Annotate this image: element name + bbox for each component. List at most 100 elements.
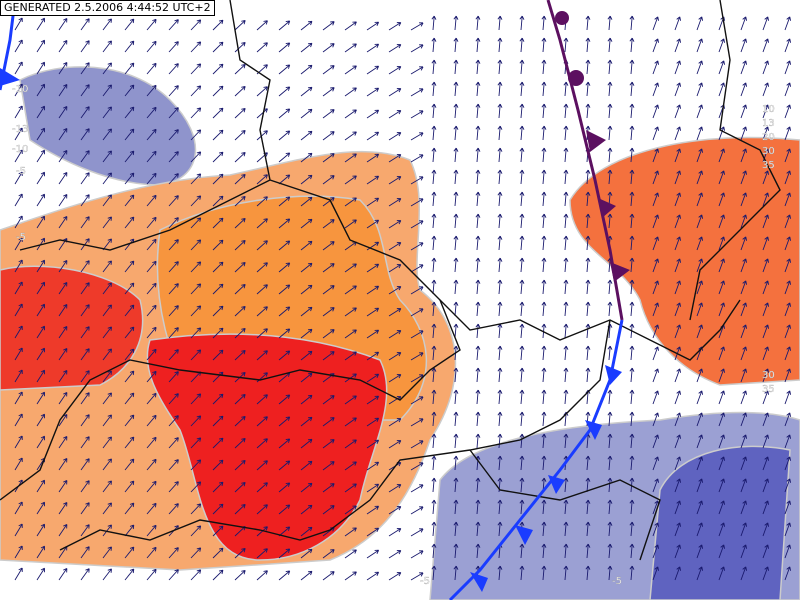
wind-arrow bbox=[696, 38, 703, 53]
wind-arrow bbox=[212, 19, 224, 31]
wind-arrow bbox=[519, 323, 525, 339]
wind-arrow bbox=[674, 104, 681, 119]
wind-arrow bbox=[431, 411, 437, 427]
wind-arrow bbox=[278, 262, 291, 273]
wind-arrow bbox=[453, 213, 459, 229]
wind-arrow bbox=[212, 327, 224, 339]
front-symbol bbox=[470, 572, 488, 592]
wind-arrow bbox=[740, 280, 747, 295]
wind-arrow bbox=[146, 458, 157, 471]
wind-arrow bbox=[762, 434, 769, 449]
wind-arrow bbox=[762, 478, 769, 493]
wind-arrow bbox=[563, 323, 569, 339]
wind-arrow bbox=[629, 389, 635, 405]
wind-arrow bbox=[652, 280, 659, 295]
wind-arrow bbox=[718, 280, 725, 295]
wind-arrow bbox=[696, 126, 703, 141]
wind-arrow bbox=[519, 147, 525, 163]
front-symbol bbox=[598, 198, 616, 218]
wind-arrow bbox=[563, 81, 569, 97]
wind-arrow bbox=[541, 367, 547, 383]
wind-arrow bbox=[475, 543, 481, 559]
wind-arrow bbox=[497, 345, 503, 361]
wind-arrow bbox=[388, 374, 402, 383]
wind-arrow bbox=[36, 105, 46, 119]
hot-area-center bbox=[146, 333, 388, 561]
wind-arrow bbox=[762, 324, 769, 339]
wind-arrow bbox=[366, 527, 380, 537]
wind-arrow bbox=[168, 437, 179, 449]
wind-arrow bbox=[541, 125, 547, 141]
wind-arrow bbox=[388, 286, 402, 295]
wind-arrow bbox=[519, 411, 525, 427]
wind-arrow bbox=[475, 367, 481, 383]
wind-arrow bbox=[146, 238, 157, 251]
wind-arrow bbox=[14, 105, 23, 119]
wind-arrow bbox=[453, 477, 459, 493]
wind-arrow bbox=[453, 147, 459, 163]
wind-arrow bbox=[629, 279, 635, 295]
wind-arrow bbox=[58, 348, 68, 361]
wind-arrow bbox=[652, 544, 659, 559]
wind-arrow bbox=[696, 82, 703, 97]
wind-arrow bbox=[212, 503, 224, 515]
wind-arrow bbox=[80, 480, 90, 493]
wind-arrow bbox=[146, 282, 157, 295]
wind-arrow bbox=[431, 125, 437, 141]
wind-arrow bbox=[190, 63, 202, 75]
wind-arrow bbox=[629, 125, 635, 141]
wind-arrow bbox=[431, 499, 437, 515]
wind-arrow bbox=[629, 345, 635, 361]
wind-arrow bbox=[234, 19, 246, 31]
wind-arrow bbox=[322, 461, 335, 471]
wind-arrow bbox=[36, 567, 46, 581]
wind-arrow bbox=[300, 306, 313, 317]
wind-arrow bbox=[36, 281, 46, 295]
wind-arrow bbox=[585, 81, 591, 97]
wind-arrow bbox=[102, 458, 112, 471]
wind-arrow bbox=[563, 499, 569, 515]
wind-arrow bbox=[497, 433, 503, 449]
wind-arrow bbox=[14, 457, 23, 471]
wind-arrow bbox=[146, 546, 157, 559]
wind-arrow bbox=[431, 147, 437, 163]
wind-arrow bbox=[278, 482, 291, 493]
wind-arrow bbox=[212, 481, 224, 493]
wind-arrow bbox=[58, 216, 68, 229]
wind-arrow bbox=[190, 393, 202, 405]
wind-arrow bbox=[212, 41, 224, 53]
wind-arrow bbox=[146, 128, 157, 141]
wind-arrow bbox=[607, 213, 613, 229]
wind-arrow bbox=[541, 15, 547, 31]
wind-arrow bbox=[146, 326, 157, 339]
wind-arrow bbox=[563, 191, 569, 207]
wind-arrow bbox=[14, 193, 23, 207]
wind-arrow bbox=[475, 59, 481, 75]
wind-arrow bbox=[519, 499, 525, 515]
wind-arrow bbox=[102, 304, 112, 317]
wind-arrow bbox=[234, 547, 246, 559]
wind-arrow bbox=[475, 15, 481, 31]
wind-arrow bbox=[124, 546, 135, 559]
wind-arrow bbox=[497, 389, 503, 405]
wind-arrow bbox=[212, 305, 224, 317]
wind-arrow bbox=[388, 132, 402, 141]
generated-timestamp: GENERATED 2.5.2006 4:44:52 UTC+2 bbox=[0, 0, 215, 16]
wind-arrow bbox=[234, 173, 246, 185]
wind-arrow bbox=[475, 191, 481, 207]
wind-arrow bbox=[431, 389, 437, 405]
wind-arrow bbox=[58, 282, 68, 295]
wind-arrow bbox=[585, 323, 591, 339]
wind-arrow bbox=[58, 326, 68, 339]
wind-arrow bbox=[256, 350, 268, 361]
wind-arrow bbox=[234, 151, 246, 163]
wind-arrow bbox=[652, 346, 659, 361]
wind-arrow bbox=[366, 153, 380, 163]
wind-arrow bbox=[190, 525, 202, 537]
wind-arrow bbox=[344, 307, 357, 317]
wind-arrow bbox=[300, 262, 313, 273]
wind-arrow bbox=[563, 147, 569, 163]
wind-arrow bbox=[256, 86, 268, 97]
wind-arrow bbox=[58, 392, 68, 405]
wind-arrow bbox=[256, 438, 268, 449]
